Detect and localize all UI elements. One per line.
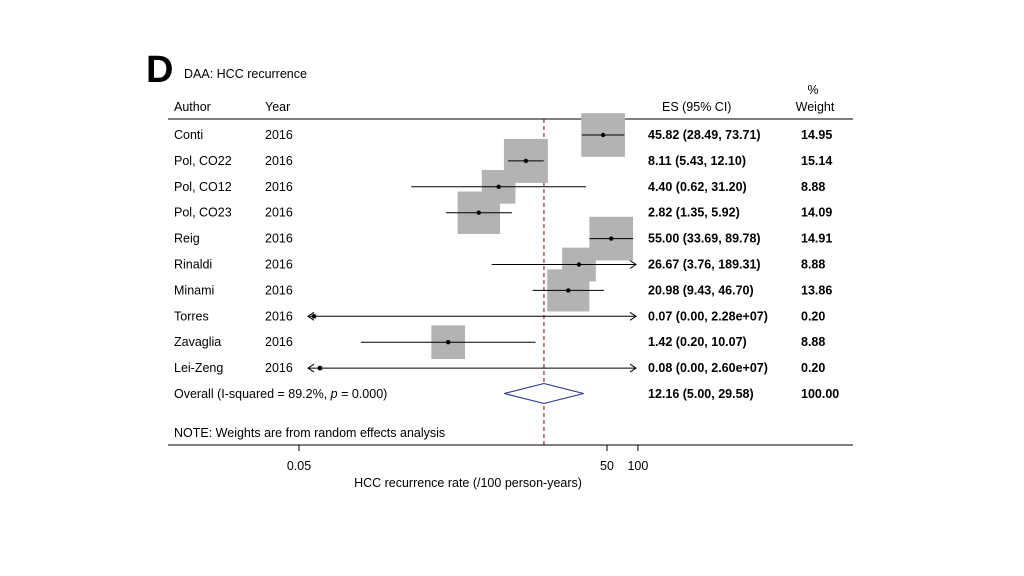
point-estimate [523,158,529,164]
overall-label: Overall (I-squared = 89.2%, p = 0.000) [174,387,387,401]
ci-arrow-right [629,311,637,321]
study-row: Minami 2016 20.98 (9.43, 46.70) 13.86 [174,269,832,312]
weight-header-line1: % [807,83,818,97]
study-year: 2016 [265,206,293,220]
study-weight: 8.88 [801,335,825,349]
study-rows: Conti 2016 45.82 (28.49, 73.71) 14.95 Pol, C… [174,113,832,375]
x-tick-label: 100 [627,459,648,473]
ci-arrow-right [629,363,637,373]
note-text: NOTE: Weights are from random effects an… [174,426,445,440]
ci-arrow-right [629,260,637,269]
point-estimate [476,210,481,215]
year-header: Year [265,100,290,114]
point-estimate [600,132,606,138]
overall-es-ci: 12.16 (5.00, 29.58) [648,387,754,401]
study-es-ci: 26.67 (3.76, 189.31) [648,258,761,272]
point-estimate [317,365,323,371]
overall-diamond [504,382,584,405]
overall-row: Overall (I-squared = 89.2%, p = 0.000) 1… [174,382,839,405]
weight-header-line2: Weight [796,100,835,114]
study-year: 2016 [265,154,293,168]
study-author: Conti [174,128,203,142]
study-author: Rinaldi [174,258,212,272]
study-author: Torres [174,309,209,323]
study-es-ci: 0.08 (0.00, 2.60e+07) [648,361,768,375]
point-estimate [496,184,501,189]
point-estimate [566,288,571,293]
study-weight: 13.86 [801,283,832,297]
study-row: Torres 2016 0.07 (0.00, 2.28e+07) 0.20 [174,309,825,323]
ci-arrow-left [307,311,315,321]
x-axis-label: HCC recurrence rate (/100 person-years) [354,476,582,490]
study-author: Pol, CO22 [174,154,232,168]
study-weight: 8.88 [801,180,825,194]
study-row: Lei-Zeng 2016 0.08 (0.00, 2.60e+07) 0.20 [174,361,825,375]
study-row: Pol, CO23 2016 2.82 (1.35, 5.92) 14.09 [174,191,832,234]
es-ci-header: ES (95% CI) [662,100,731,114]
study-author: Lei-Zeng [174,361,223,375]
point-estimate [446,340,451,345]
study-year: 2016 [265,361,293,375]
study-weight: 14.91 [801,232,832,246]
study-year: 2016 [265,258,293,272]
study-weight: 8.88 [801,258,825,272]
study-year: 2016 [265,335,293,349]
study-row: Reig 2016 55.00 (33.69, 89.78) 14.91 [174,216,832,261]
study-row: Rinaldi 2016 26.67 (3.76, 189.31) 8.88 [174,247,825,282]
panel-letter: D [146,49,173,91]
study-es-ci: 45.82 (28.49, 73.71) [648,128,761,142]
study-es-ci: 4.40 (0.62, 31.20) [648,180,747,194]
study-weight: 0.20 [801,309,825,323]
author-header: Author [174,100,211,114]
study-author: Pol, CO12 [174,180,232,194]
point-estimate [576,262,582,267]
point-estimate [311,314,317,319]
x-tick-label: 0.05 [287,459,311,473]
study-weight: 15.14 [801,154,832,168]
study-author: Zavaglia [174,335,221,349]
study-row: Conti 2016 45.82 (28.49, 73.71) 14.95 [174,113,832,157]
study-author: Pol, CO23 [174,206,232,220]
study-year: 2016 [265,283,293,297]
panel-title: DAA: HCC recurrence [184,67,307,81]
overall-weight: 100.00 [801,387,839,401]
study-year: 2016 [265,309,293,323]
study-es-ci: 55.00 (33.69, 89.78) [648,232,761,246]
study-row: Zavaglia 2016 1.42 (0.20, 10.07) 8.88 [174,325,825,360]
study-author: Minami [174,283,214,297]
study-year: 2016 [265,128,293,142]
study-year: 2016 [265,180,293,194]
study-weight: 14.95 [801,128,832,142]
study-es-ci: 8.11 (5.43, 12.10) [648,154,746,168]
x-tick-label: 50 [600,459,614,473]
study-author: Reig [174,232,200,246]
x-axis-ticks: 0.05 50 100 [287,445,648,473]
study-es-ci: 1.42 (0.20, 10.07) [648,335,747,349]
study-weight: 14.09 [801,206,832,220]
point-estimate [609,236,614,241]
study-year: 2016 [265,232,293,246]
study-es-ci: 2.82 (1.35, 5.92) [648,206,740,220]
study-es-ci: 20.98 (9.43, 46.70) [648,283,754,297]
study-weight: 0.20 [801,361,825,375]
study-es-ci: 0.07 (0.00, 2.28e+07) [648,309,768,323]
ci-arrow-left [307,363,315,373]
